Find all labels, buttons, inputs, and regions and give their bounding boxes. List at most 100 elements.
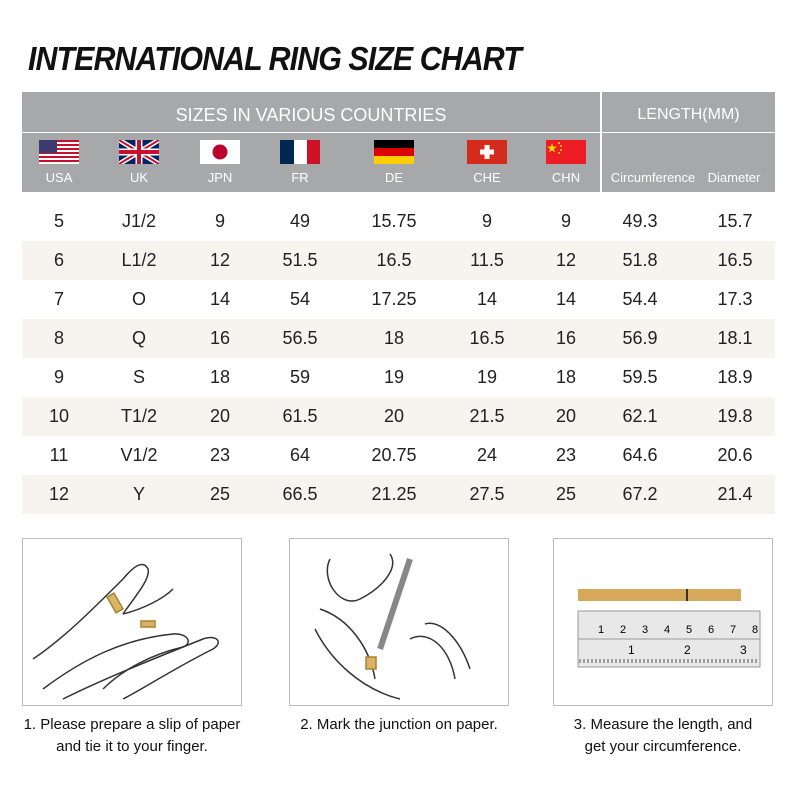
table-cell: 54 — [289, 289, 311, 309]
paper-strip — [578, 589, 741, 601]
ruler-tick-label: 3 — [642, 624, 648, 636]
table-cell: 9 — [53, 367, 65, 387]
column-header-jpn: JPN — [207, 170, 233, 185]
caption-line: 3. Measure the length, and — [573, 716, 753, 733]
table-cell: 19.8 — [717, 406, 753, 426]
divider — [22, 132, 775, 133]
table-row: 11 V1/2 23 64 20.75 24 23 64.6 20.6 — [22, 436, 775, 475]
table-cell: 51.5 — [282, 250, 318, 270]
column-header-uk: UK — [129, 170, 149, 185]
ruler-tick-label: 4 — [664, 624, 670, 636]
hand-with-paper-icon — [32, 563, 219, 700]
table-cell: V1/2 — [120, 445, 158, 465]
table-cell: 17.25 — [371, 289, 417, 309]
table-row: 12 Y 25 66.5 21.25 27.5 25 67.2 21.4 — [22, 475, 775, 514]
table-cell: 10 — [48, 406, 70, 426]
table-cell: 25 — [555, 484, 577, 504]
divider — [600, 92, 602, 192]
table-cell: Q — [131, 328, 147, 348]
ruler-tick-label: 1 — [598, 624, 604, 636]
china-flag-icon — [546, 140, 586, 164]
table-cell: 61.5 — [282, 406, 318, 426]
table-cell: 56.9 — [622, 328, 658, 348]
table-cell: 9 — [481, 211, 493, 231]
table-cell: 20 — [383, 406, 405, 426]
table-cell: 20 — [555, 406, 577, 426]
table-cell: 5 — [53, 211, 65, 231]
table-cell: 24 — [476, 445, 498, 465]
table-cell: 15.75 — [371, 211, 417, 231]
table-cell: 21.5 — [469, 406, 505, 426]
ruler-tick-label: 2 — [620, 624, 626, 636]
table-cell: 67.2 — [622, 484, 658, 504]
table-row: 7 O 14 54 17.25 14 14 54.4 17.3 — [22, 280, 775, 319]
table-cell: 11 — [49, 445, 69, 465]
column-header-che: CHE — [473, 170, 501, 185]
table-cell: Y — [132, 484, 146, 504]
table-cell: 64 — [289, 445, 311, 465]
table-cell: 18 — [383, 328, 405, 348]
table-row: 5 J1/2 9 49 15.75 9 9 49.3 15.7 — [22, 202, 775, 241]
table-cell: 23 — [555, 445, 577, 465]
hand-marking-paper-icon — [314, 553, 471, 700]
table-cell: 16.5 — [717, 250, 753, 270]
table-cell: 14 — [209, 289, 231, 309]
table-cell: T1/2 — [120, 406, 158, 426]
table-cell: 18.1 — [717, 328, 753, 348]
table-cell: O — [131, 289, 147, 309]
table-cell: 19 — [383, 367, 405, 387]
step1-illustration — [22, 538, 242, 706]
table-row: 6 L1/2 12 51.5 16.5 11.5 12 51.8 16.5 — [22, 241, 775, 280]
sizes-header: SIZES IN VARIOUS COUNTRIES — [175, 105, 447, 125]
table-cell: 9 — [214, 211, 226, 231]
ruler-tick-label: 2 — [684, 643, 691, 657]
usa-flag-icon — [39, 140, 79, 164]
ruler-tick-label: 3 — [740, 643, 747, 657]
france-flag-icon — [280, 140, 320, 164]
column-header-de: DE — [384, 170, 404, 185]
table-cell: 21.4 — [717, 484, 753, 504]
length-header: LENGTH(MM) — [637, 106, 740, 123]
ruler-tick-label: 5 — [686, 624, 692, 636]
table-cell: 27.5 — [469, 484, 505, 504]
table-cell: 56.5 — [282, 328, 318, 348]
table-cell: 64.6 — [622, 445, 658, 465]
table-cell: 20.75 — [371, 445, 417, 465]
table-cell: 25 — [209, 484, 231, 504]
caption-line: 1. Please prepare a slip of paper — [23, 716, 241, 733]
table-cell: 18 — [555, 367, 577, 387]
column-header-fr: FR — [291, 170, 309, 185]
table-cell: L1/2 — [121, 250, 157, 270]
table-cell: 15.7 — [717, 211, 753, 231]
table-cell: S — [132, 367, 146, 387]
table-cell: 54.4 — [622, 289, 658, 309]
table-header: SIZES IN VARIOUS COUNTRIES LENGTH(MM) US… — [22, 92, 775, 192]
column-header-circumference: Circumference — [610, 170, 696, 185]
step1-caption: 1. Please prepare a slip of paper and tie… — [2, 714, 262, 758]
table-cell: 59.5 — [622, 367, 658, 387]
ruler-tick-label: 6 — [708, 624, 714, 636]
table-cell: 18.9 — [717, 367, 753, 387]
ruler-measurement-icon: 1 2 3 4 5 6 7 81 2 3 — [577, 589, 761, 668]
switzerland-flag-icon — [467, 140, 507, 164]
table-cell: 20 — [209, 406, 231, 426]
table-cell: 59 — [289, 367, 311, 387]
table-cell: 62.1 — [622, 406, 658, 426]
table-cell: 16.5 — [376, 250, 412, 270]
table-row: 9 S 18 59 19 19 18 59.5 18.9 — [22, 358, 775, 397]
step2-illustration — [289, 538, 509, 706]
table-cell: 23 — [209, 445, 231, 465]
table-cell: 49 — [289, 211, 311, 231]
column-header-diameter: Diameter — [707, 170, 761, 185]
table-cell: 14 — [476, 289, 498, 309]
table-cell: J1/2 — [121, 211, 157, 231]
table-cell: 9 — [560, 211, 572, 231]
germany-flag-icon — [374, 140, 414, 164]
table-cell: 16 — [209, 328, 231, 348]
step3-caption: 3. Measure the length, and get your circu… — [533, 714, 793, 758]
table-cell: 51.8 — [622, 250, 658, 270]
table-cell: 12 — [555, 250, 577, 270]
page-title: INTERNATIONAL RING SIZE CHART — [28, 40, 522, 77]
ruler-tick-label: 1 — [628, 643, 635, 657]
